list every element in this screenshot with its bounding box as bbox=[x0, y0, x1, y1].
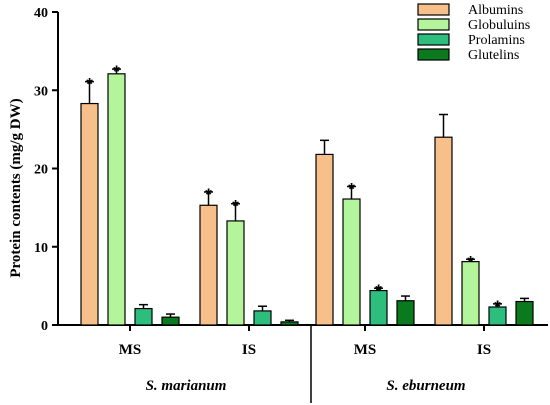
bar bbox=[515, 300, 534, 326]
bar bbox=[342, 198, 361, 326]
bar bbox=[161, 316, 180, 326]
bars: * * * * * * * * bbox=[80, 62, 534, 326]
x-category-label: IS bbox=[477, 342, 491, 358]
group-label: S. marianum bbox=[146, 378, 227, 394]
significance-marker: * bbox=[205, 185, 212, 204]
y-axis-label: Protein contents (mg/g DW) bbox=[8, 98, 24, 277]
x-category-label: MS bbox=[119, 342, 142, 358]
bar bbox=[396, 300, 415, 326]
legend-swatch bbox=[417, 3, 450, 16]
bar bbox=[107, 73, 126, 326]
legend-label: Globuluins bbox=[468, 18, 530, 33]
significance-marker: * bbox=[467, 252, 474, 271]
legend-swatch bbox=[417, 48, 450, 61]
axes: 0 10 20 30 40 MS IS MS IS S. marianum S. eburneum bbox=[34, 6, 548, 403]
y-tick-label: 30 bbox=[34, 84, 48, 99]
group-label: S. eburneum bbox=[386, 378, 465, 394]
bar bbox=[199, 204, 218, 326]
legend-label: Albumins bbox=[468, 3, 523, 18]
y-tick-label: 0 bbox=[41, 319, 48, 334]
bar bbox=[253, 310, 272, 326]
x-category-label: IS bbox=[242, 342, 256, 358]
significance-marker: * bbox=[232, 197, 239, 216]
legend-swatch bbox=[417, 18, 450, 31]
legend-label: Prolamins bbox=[468, 33, 525, 48]
bar bbox=[134, 307, 153, 326]
significance-marker: * bbox=[86, 75, 93, 94]
bar bbox=[280, 321, 299, 326]
significance-marker: * bbox=[348, 179, 355, 198]
y-tick-label: 10 bbox=[34, 241, 48, 256]
significance-marker: * bbox=[494, 297, 501, 316]
x-category-label: MS bbox=[354, 342, 377, 358]
bar bbox=[80, 102, 99, 326]
y-tick-label: 20 bbox=[34, 163, 48, 178]
bar bbox=[434, 136, 453, 326]
significance-marker: * bbox=[375, 281, 382, 300]
bar bbox=[226, 220, 245, 326]
legend-swatch bbox=[417, 33, 450, 46]
bar bbox=[315, 153, 334, 326]
legend-label: Glutelins bbox=[468, 48, 519, 63]
y-tick-label: 40 bbox=[34, 6, 48, 21]
significance-marker: * bbox=[113, 62, 120, 81]
